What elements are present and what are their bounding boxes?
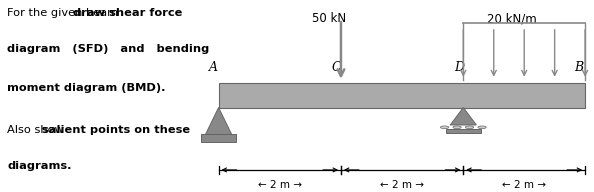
Text: B: B xyxy=(574,61,583,74)
Text: For the given beam: For the given beam xyxy=(7,8,122,18)
Text: 50 kN: 50 kN xyxy=(312,12,346,26)
Text: ← 2 m →: ← 2 m → xyxy=(502,180,546,190)
Bar xyxy=(201,134,236,142)
Text: draw shear force: draw shear force xyxy=(72,8,182,18)
Circle shape xyxy=(453,126,462,129)
Bar xyxy=(219,83,585,108)
Text: ← 2 m →: ← 2 m → xyxy=(380,180,424,190)
Text: Also show: Also show xyxy=(7,125,68,135)
Circle shape xyxy=(478,126,486,129)
Circle shape xyxy=(466,126,474,129)
Text: 20 kN/m: 20 kN/m xyxy=(487,12,537,26)
Text: diagram   (SFD)   and   bending: diagram (SFD) and bending xyxy=(7,44,209,54)
Polygon shape xyxy=(450,108,476,125)
Bar xyxy=(446,129,481,133)
Text: A: A xyxy=(209,61,218,74)
Text: salient points on these: salient points on these xyxy=(42,125,189,135)
Text: moment diagram (BMD).: moment diagram (BMD). xyxy=(7,83,166,93)
Circle shape xyxy=(441,126,449,129)
Text: D: D xyxy=(454,61,464,74)
Text: ← 2 m →: ← 2 m → xyxy=(258,180,302,190)
Text: C: C xyxy=(331,61,341,74)
Text: diagrams.: diagrams. xyxy=(7,161,72,171)
Polygon shape xyxy=(206,108,232,134)
